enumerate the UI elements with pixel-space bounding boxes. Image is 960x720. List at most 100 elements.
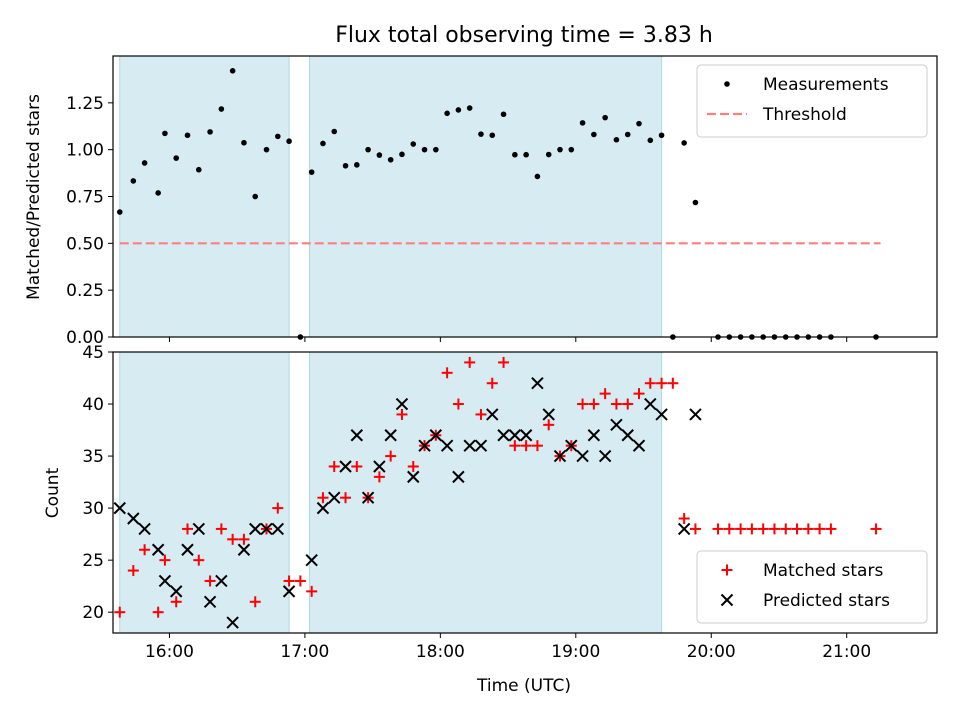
measurements-point-29 xyxy=(444,110,450,117)
x-tick-label-2: 18:00 xyxy=(416,642,465,662)
matched-stars-point-33 xyxy=(486,377,498,389)
predicted-stars-point-29 xyxy=(452,470,465,484)
top-y-tick-label-4: 1.00 xyxy=(66,141,104,161)
predicted-stars-point-42 xyxy=(598,449,612,463)
predicted-stars-point-26 xyxy=(418,439,431,452)
predicted-stars-point-12 xyxy=(249,522,262,536)
predicted-stars-point-22 xyxy=(373,460,386,473)
predicted-stars-point-48 xyxy=(677,522,691,536)
predicted-stars-point-28 xyxy=(440,439,454,452)
legend-swatch-measurements xyxy=(724,81,730,87)
predicted-stars-point-48-b xyxy=(677,522,691,536)
matched-stars-point-46 xyxy=(633,388,645,400)
bottom-y-axis-label: Count xyxy=(43,467,63,518)
matched-stars-point-6 xyxy=(181,523,193,535)
predicted-stars-point-11 xyxy=(237,543,251,556)
predicted-stars-point-8 xyxy=(203,595,217,608)
matched-stars-point-62 xyxy=(825,523,837,535)
bottom-y-tick-label-5: 45 xyxy=(82,343,104,363)
predicted-stars-point-7 xyxy=(192,522,205,536)
predicted-stars-point-36 xyxy=(531,377,544,390)
predicted-stars-point-41 xyxy=(587,429,601,442)
measurements-point-0 xyxy=(116,209,123,215)
measurements-point-42 xyxy=(591,131,597,138)
matched-stars-point-1 xyxy=(127,565,139,577)
matched-stars-point-29 xyxy=(441,367,453,379)
predicted-stars-point-12-b xyxy=(249,522,262,536)
measurements-point-19 xyxy=(331,128,338,135)
predicted-stars-point-32-b xyxy=(486,408,499,421)
measurements-point-26 xyxy=(410,141,417,147)
x-tick-label-5: 21:00 xyxy=(822,642,871,662)
measurements-point-48 xyxy=(658,132,665,139)
measurements-point-17 xyxy=(308,169,315,175)
top-legend-box xyxy=(696,64,928,138)
measurements-point-46 xyxy=(636,120,642,127)
matched-stars-point-7 xyxy=(193,554,205,566)
measurements-point-47 xyxy=(647,137,654,144)
predicted-stars-point-16-b xyxy=(305,553,318,567)
matched-stars-point-32 xyxy=(475,408,487,420)
matched-stars-point-23 xyxy=(373,471,385,483)
top-observing-band-0 xyxy=(119,56,290,337)
bottom-legend-box xyxy=(696,550,928,624)
predicted-stars-point-13 xyxy=(260,522,273,536)
matched-stars-point-37 xyxy=(531,440,543,452)
matched-stars-point-21 xyxy=(351,460,363,472)
predicted-stars-point-35 xyxy=(519,429,533,442)
predicted-stars-point-40-b xyxy=(576,449,589,463)
measurements-point-21 xyxy=(354,162,360,168)
predicted-stars-point-1 xyxy=(127,512,140,525)
matched-stars-point-5 xyxy=(170,596,182,608)
predicted-stars-point-36-b xyxy=(531,377,544,390)
measurements-point-41 xyxy=(579,120,586,126)
predicted-stars-point-18 xyxy=(328,491,341,504)
matched-stars-point-26 xyxy=(407,460,419,472)
matched-stars-point-0 xyxy=(114,606,126,618)
predicted-stars-point-40 xyxy=(576,449,589,463)
measurements-point-13 xyxy=(263,146,270,153)
measurements-point-35 xyxy=(512,151,518,158)
predicted-stars-point-37 xyxy=(542,408,555,421)
x-axis-label: Time (UTC) xyxy=(476,676,571,696)
bottom-axes-frame xyxy=(112,351,938,634)
measurements-point-34 xyxy=(500,111,507,118)
measurements-point-8 xyxy=(207,129,213,135)
measurements-point-31 xyxy=(466,105,473,111)
predicted-stars-point-19 xyxy=(339,460,352,473)
predicted-stars-point-30-b xyxy=(463,439,476,452)
matched-stars-point-20 xyxy=(340,492,352,504)
x-tick-label-1: 17:00 xyxy=(280,642,329,662)
measurements-point-12 xyxy=(252,193,259,200)
matched-stars-point-16 xyxy=(294,575,306,587)
predicted-stars-point-6-b xyxy=(181,543,194,556)
measurements-point-32 xyxy=(478,131,484,137)
matched-stars-point-15 xyxy=(283,575,295,587)
matched-stars-point-44 xyxy=(610,398,622,410)
predicted-stars-point-23-b xyxy=(384,429,397,442)
bottom-y-tick-label-3: 35 xyxy=(82,447,104,467)
predicted-stars-point-15 xyxy=(282,585,296,598)
x-tick-label-3: 19:00 xyxy=(551,642,600,662)
measurements-point-2 xyxy=(141,160,148,166)
matched-stars-point-57 xyxy=(768,523,780,535)
predicted-stars-point-7-b xyxy=(192,522,205,536)
measurements-point-39 xyxy=(557,146,563,153)
matched-stars-point-35 xyxy=(509,440,521,452)
x-tick-label-4: 20:00 xyxy=(687,642,736,662)
predicted-stars-point-5-b xyxy=(170,585,183,598)
predicted-stars-point-47-b xyxy=(655,408,668,421)
measurements-point-40 xyxy=(568,146,575,153)
measurements-point-14 xyxy=(275,133,281,140)
predicted-stars-point-14 xyxy=(271,522,285,536)
legend-label-threshold: Threshold xyxy=(762,105,847,125)
measurements-point-11 xyxy=(241,139,247,146)
predicted-stars-point-35-b xyxy=(519,429,533,442)
predicted-stars-point-15-b xyxy=(282,585,296,598)
matched-stars-point-12 xyxy=(249,596,261,608)
matched-stars-point-19 xyxy=(328,460,340,472)
predicted-stars-point-42-b xyxy=(598,449,612,463)
predicted-stars-point-27 xyxy=(429,429,443,442)
predicted-stars-point-25-b xyxy=(407,470,420,484)
matched-stars-point-30 xyxy=(452,398,464,410)
